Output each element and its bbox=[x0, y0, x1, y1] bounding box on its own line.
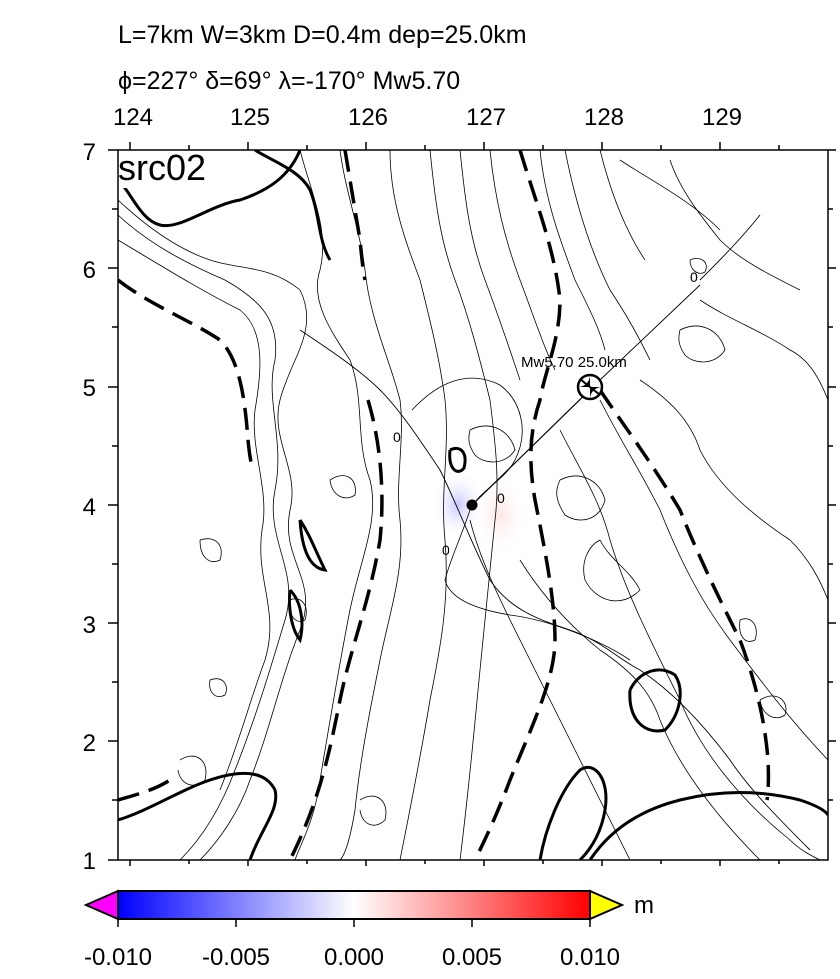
y-tick-label: 2 bbox=[83, 730, 96, 757]
x-tick-label: 125 bbox=[230, 104, 270, 131]
y-tick-label: 7 bbox=[83, 139, 96, 166]
y-tick-label: 1 bbox=[83, 848, 96, 875]
map-frame bbox=[117, 149, 829, 861]
x-tick-label: 124 bbox=[113, 104, 153, 131]
fault-trace-line bbox=[471, 379, 601, 506]
zero-contours bbox=[118, 150, 828, 860]
map-panel: 0 0 0 0 Mw5.70 25.0km src02 bbox=[118, 147, 828, 860]
contour-label: 0 bbox=[442, 542, 450, 558]
y-tick-label: 4 bbox=[83, 494, 96, 521]
x-axis-top: 124 125 126 127 128 129 bbox=[113, 104, 780, 150]
bathymetry-contours bbox=[118, 150, 828, 860]
colorbar-low-triangle bbox=[83, 889, 119, 921]
focal-mechanism-icon bbox=[576, 373, 604, 401]
x-tick-label: 126 bbox=[348, 104, 388, 131]
y-axis-left: 7 6 5 4 3 2 1 bbox=[83, 139, 836, 875]
contour-label: 0 bbox=[497, 490, 505, 506]
x-tick-label: 129 bbox=[702, 104, 742, 131]
source-label: Mw5.70 25.0km bbox=[521, 354, 627, 371]
colorbar-high-triangle bbox=[589, 889, 625, 921]
colorbar-tick-label: -0.005 bbox=[202, 944, 270, 971]
colorbar-tick-label: 0.005 bbox=[442, 944, 502, 971]
title-line-2: ϕ=227° δ=69° λ=-170° Mw5.70 bbox=[118, 67, 460, 95]
y-tick-label: 3 bbox=[83, 612, 96, 639]
colorbar-tick-label: 0.010 bbox=[560, 944, 620, 971]
colorbar-tick-label: 0.000 bbox=[324, 944, 384, 971]
coastline bbox=[299, 214, 811, 851]
contour-label: 0 bbox=[690, 269, 698, 285]
contour-label: 0 bbox=[393, 429, 401, 445]
x-tick-label: 128 bbox=[584, 104, 624, 131]
y-tick-label: 6 bbox=[83, 257, 96, 284]
colorbar-tick-label: -0.010 bbox=[84, 944, 152, 971]
colorbar-unit: m bbox=[634, 892, 654, 919]
positive-displacement-area bbox=[470, 470, 530, 560]
fault-center-point bbox=[466, 499, 478, 511]
panel-label: src02 bbox=[118, 147, 206, 188]
title-line-1: L=7km W=3km D=0.4m dep=25.0km bbox=[118, 21, 527, 49]
colorbar-ramp bbox=[117, 890, 591, 920]
colorbar: m -0.010 -0.005 0.000 0.005 0.010 bbox=[83, 889, 654, 971]
y-tick-label: 5 bbox=[83, 375, 96, 402]
x-tick-label: 127 bbox=[466, 104, 506, 131]
dashed-trench-lines bbox=[118, 150, 771, 860]
fault-strike-line bbox=[599, 284, 701, 381]
